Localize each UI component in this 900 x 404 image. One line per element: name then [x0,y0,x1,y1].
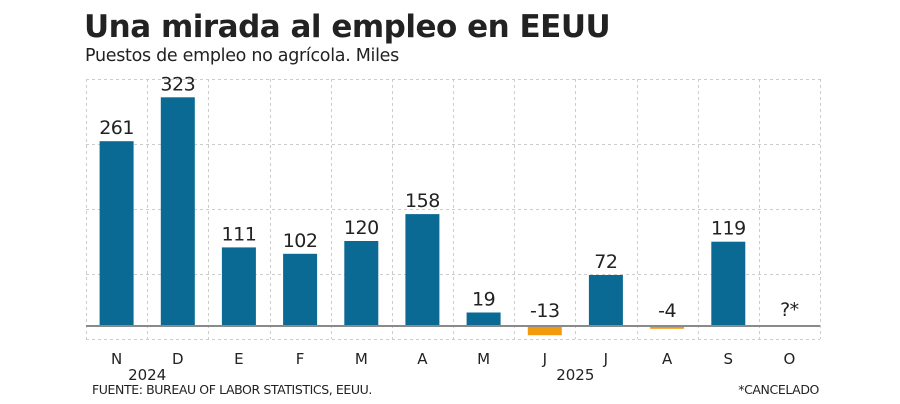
source-note: FUENTE: BUREAU OF LABOR STATISTICS, EEUU… [92,382,372,397]
value-label: 158 [405,190,440,212]
chart-subtitle: Puestos de empleo no agrícola. Miles [85,46,399,66]
value-label: ?* [780,299,799,321]
x-tick-label: E [234,350,243,368]
x-tick-label: J [603,350,608,368]
bar [711,241,746,326]
value-label: -13 [530,300,560,322]
bar [344,241,379,326]
x-tick-label: D [172,350,184,368]
value-label: 19 [472,289,495,311]
cancelled-footnote: *CANCELADO [738,382,819,397]
x-tick-label: J [542,350,547,368]
bar [283,253,318,326]
x-tick-label: O [783,350,795,368]
chart-title: Una mirada al empleo en EEUU [84,9,611,45]
x-tick-label: A [417,350,428,368]
bar [221,247,256,326]
bar [405,214,440,326]
bars [99,97,746,336]
x-tick-label: M [477,350,490,368]
bar [527,326,562,336]
bar [99,141,134,326]
value-labels: 261 323 111 102 120 158 19 -13 72 -4 119 ?* [99,73,799,322]
bar [650,326,685,329]
x-tick-label: F [296,350,305,368]
x-tick-label: M [355,350,368,368]
value-label: 323 [160,73,195,95]
grid-lines [86,79,821,340]
year-label: 2024 [128,366,166,384]
x-tick-label: A [662,350,673,368]
year-labels: 2024 2025 [128,366,594,384]
x-tick-label: S [724,350,734,368]
value-label: 72 [594,251,617,273]
x-tick-label: N [111,350,122,368]
bar [466,312,501,326]
value-label: 261 [99,117,134,139]
value-label: 111 [222,223,257,245]
value-label: -4 [658,300,676,322]
value-label: 102 [283,230,318,252]
value-label: 120 [344,217,379,239]
value-label: 119 [711,218,746,240]
bar [160,97,195,326]
year-label: 2025 [556,366,594,384]
bar [588,275,623,326]
